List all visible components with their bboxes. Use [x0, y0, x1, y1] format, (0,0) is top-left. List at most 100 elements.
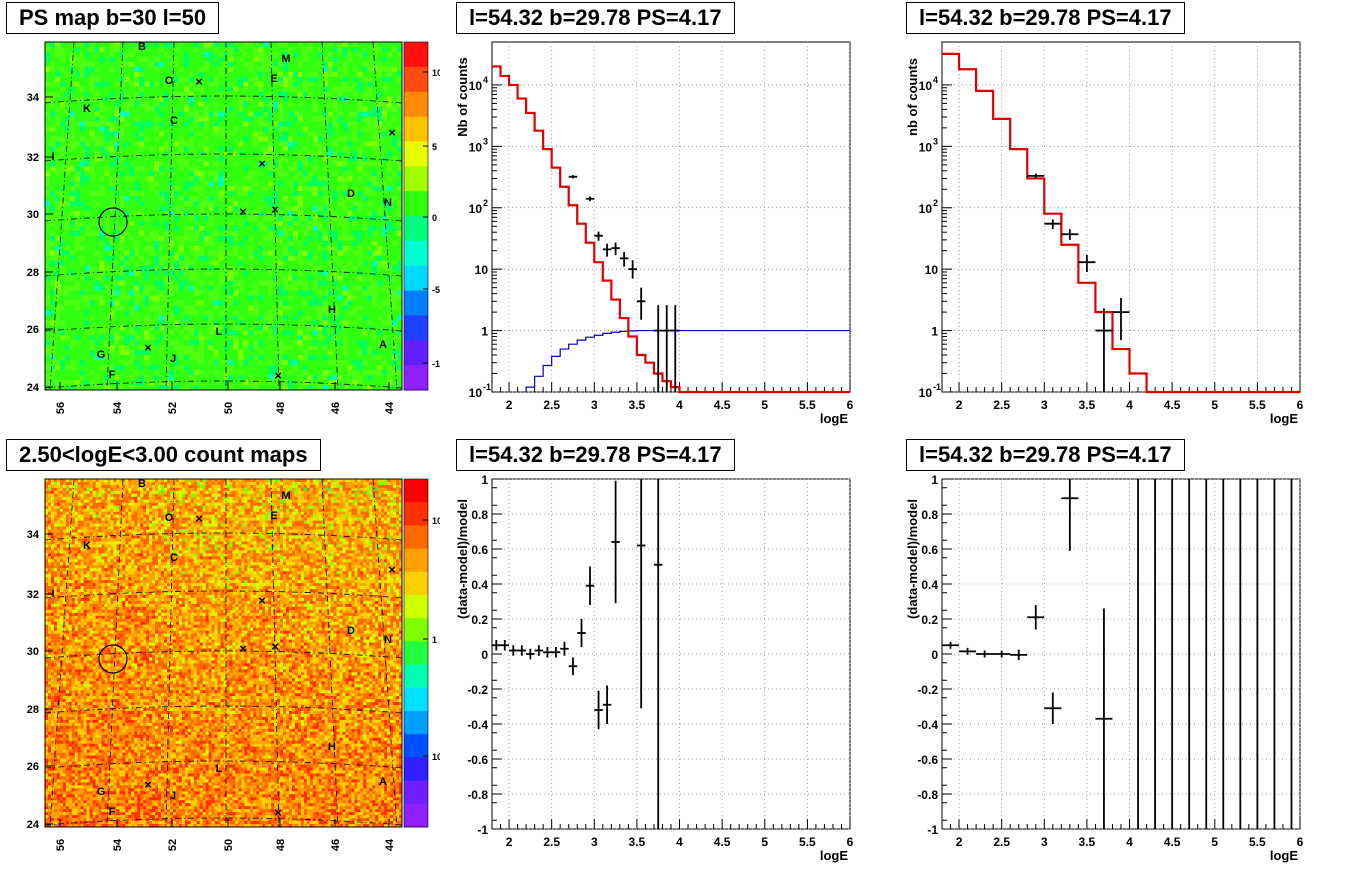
map-pixel — [362, 106, 368, 112]
map-pixel — [139, 330, 145, 336]
map-pixel — [243, 360, 249, 366]
map-pixel — [64, 101, 71, 107]
map-pixel — [188, 370, 195, 376]
map-pixel — [64, 340, 71, 346]
map-pixel — [114, 300, 120, 306]
map-pixel — [164, 335, 170, 341]
map-pixel — [74, 385, 81, 391]
map-pixel — [139, 235, 145, 242]
map-pixel — [397, 191, 403, 197]
map-pixel — [248, 325, 254, 331]
map-pixel — [74, 66, 81, 73]
map-pixel — [258, 216, 264, 222]
map-pixel — [223, 51, 229, 58]
map-pixel — [243, 335, 249, 341]
map-pixel — [352, 121, 358, 127]
map-pixel — [263, 345, 269, 351]
map-pixel — [372, 340, 378, 346]
map-pixel — [223, 156, 229, 162]
map-pixel — [188, 270, 195, 276]
map-pixel — [317, 206, 323, 212]
map-pixel — [99, 325, 105, 331]
map-pixel — [213, 310, 219, 316]
map-pixel — [287, 141, 294, 147]
map-pixel — [273, 290, 279, 296]
map-pixel — [243, 305, 249, 311]
map-pixel — [297, 186, 304, 192]
map-pixel — [109, 216, 115, 222]
map-pixel — [387, 191, 393, 197]
map-pixel — [49, 265, 56, 271]
map-pixel — [89, 121, 95, 127]
map-pixel — [64, 126, 71, 132]
map-pixel — [322, 325, 328, 331]
map-pixel — [273, 275, 279, 281]
map-pixel — [119, 91, 125, 97]
map-pixel — [332, 61, 338, 68]
map-pixel — [159, 370, 165, 376]
map-pixel — [213, 280, 219, 286]
map-pixel — [168, 141, 175, 147]
map-pixel — [213, 106, 219, 112]
map-pixel — [114, 295, 120, 301]
map-pixel — [377, 365, 383, 371]
map-pixel — [129, 300, 135, 306]
map-pixel — [392, 240, 398, 247]
map-pixel — [268, 230, 274, 237]
map-pixel — [84, 121, 90, 127]
map-pixel — [287, 275, 294, 281]
map-pixel — [149, 171, 155, 177]
map-pixel — [297, 290, 304, 296]
map-pixel — [173, 101, 180, 107]
map-pixel — [74, 300, 81, 306]
map-pixel — [362, 350, 368, 356]
map-pixel — [218, 220, 224, 227]
map-pixel — [54, 116, 61, 122]
map-pixel — [382, 116, 388, 122]
map-pixel — [228, 126, 234, 132]
map-pixel — [59, 315, 66, 321]
map-pixel — [268, 181, 274, 187]
map-pixel — [149, 206, 155, 212]
map-pixel — [362, 255, 368, 262]
map-pixel — [159, 265, 165, 271]
map-pixel — [307, 240, 314, 247]
map-pixel — [178, 111, 185, 117]
map-pixel — [387, 61, 393, 68]
map-pixel — [154, 181, 160, 187]
map-pixel — [154, 71, 160, 78]
map-pixel — [173, 310, 180, 316]
map-pixel — [273, 76, 279, 83]
map-pixel — [198, 325, 204, 331]
map-pixel — [292, 131, 299, 137]
map-pixel — [278, 350, 284, 356]
map-pixel — [278, 320, 284, 326]
map-pixel — [119, 196, 125, 202]
map-pixel — [79, 240, 85, 247]
map-pixel — [322, 111, 328, 117]
map-pixel — [273, 101, 279, 107]
map-pixel — [362, 56, 368, 63]
map-pixel — [129, 355, 135, 361]
map-pixel — [54, 136, 61, 142]
map-pixel — [59, 141, 66, 147]
map-pixel — [347, 76, 353, 83]
map-pixel — [317, 245, 323, 252]
map-pixel — [327, 235, 333, 242]
map-pixel — [233, 305, 239, 311]
map-pixel — [397, 81, 403, 88]
map-pixel — [302, 76, 309, 83]
map-pixel — [139, 151, 145, 157]
map-pixel — [322, 270, 328, 276]
map-pixel — [218, 365, 224, 371]
map-pixel — [362, 260, 368, 267]
map-pixel — [377, 51, 383, 58]
map-pixel — [253, 71, 259, 78]
map-pixel — [307, 216, 314, 222]
map-pixel — [119, 136, 125, 142]
map-pixel — [213, 295, 219, 301]
map-pixel — [99, 285, 105, 291]
map-pixel — [149, 116, 155, 122]
map-pixel — [377, 255, 383, 262]
map-pixel — [119, 335, 125, 341]
